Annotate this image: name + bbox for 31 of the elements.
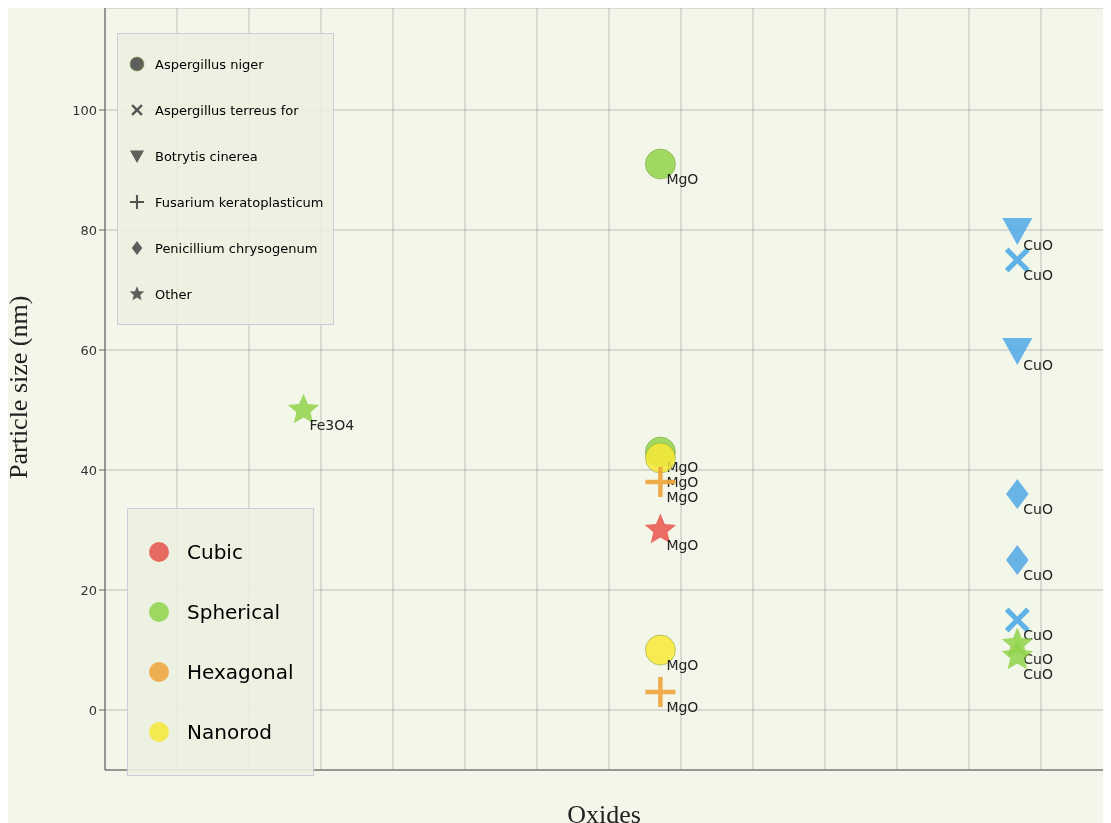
y-tick-label: 40 <box>80 462 97 478</box>
annotation: Hexagonal <box>187 660 294 684</box>
y-tick-label: 20 <box>80 582 97 598</box>
data-label: CuO <box>1023 651 1054 667</box>
x-tick-label: Fe3O4 <box>309 417 355 433</box>
x-axis-title: Oxides <box>567 800 641 823</box>
annotation: Spherical <box>187 600 280 624</box>
data-label: MgO <box>666 699 699 715</box>
y-tick-label: 60 <box>80 342 97 358</box>
data-label: CuO <box>1023 567 1054 583</box>
annotation: Other <box>155 286 192 302</box>
y-tick-label: 0 <box>88 702 97 718</box>
y-axis-title: Particle size (nm) <box>4 295 34 479</box>
data-label: MgO <box>666 537 699 553</box>
annotation: Botrytis cinerea <box>155 148 258 164</box>
data-label: CuO <box>1023 357 1054 373</box>
data-label: CuO <box>1023 666 1054 682</box>
data-label: MgO <box>666 657 699 673</box>
annotation: Nanorod <box>187 720 272 744</box>
y-tick-label: 80 <box>80 222 97 238</box>
data-label: CuO <box>1023 501 1054 517</box>
annotation: Cubic <box>187 540 243 564</box>
data-label: CuO <box>1023 627 1054 643</box>
y-tick-label: 100 <box>72 102 97 118</box>
annotation: Aspergillus niger <box>155 56 264 72</box>
data-label: MgO <box>666 474 699 490</box>
annotation: Aspergillus terreus for <box>155 102 299 118</box>
annotation: Fusarium keratoplasticum <box>155 194 324 210</box>
data-label: CuO <box>1023 237 1054 253</box>
annotation: Penicillium chrysogenum <box>155 240 318 256</box>
data-label: MgO <box>666 489 699 505</box>
